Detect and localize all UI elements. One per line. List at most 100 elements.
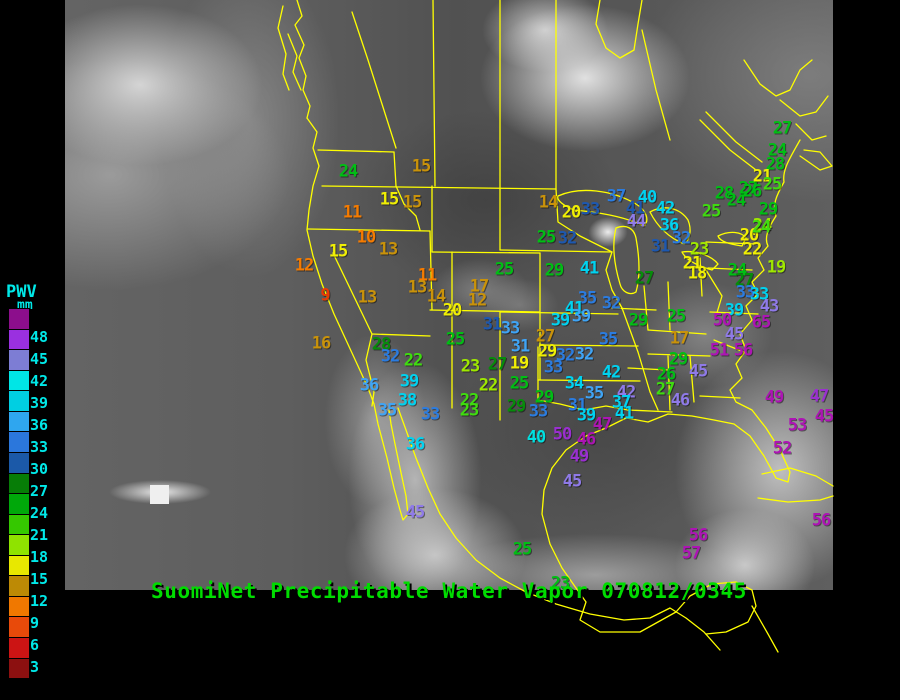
pwv-value: 45 (688, 361, 709, 382)
legend-tick-label: 6 (30, 636, 40, 654)
pwv-value: 24 (767, 140, 788, 161)
pwv-value: 25 (536, 227, 557, 248)
pwv-value: 25 (445, 329, 466, 350)
legend-tick-label: 18 (30, 548, 49, 566)
pwv-value: 14 (538, 192, 559, 213)
legend-color-segment (9, 432, 29, 453)
pwv-value: 50 (552, 424, 573, 445)
pwv-value: 25 (666, 306, 687, 327)
legend-tick-label: 45 (30, 350, 49, 368)
pwv-value: 37 (606, 186, 627, 207)
pwv-value: 33 (420, 404, 441, 425)
pwv-value: 15 (328, 241, 349, 262)
pwv-value: 21 (752, 166, 773, 187)
pwv-value: 24 (726, 190, 747, 211)
pwv-value: 28 (765, 154, 786, 175)
pwv-value: 42 (655, 198, 676, 219)
legend-color-segment (9, 658, 29, 680)
legend-color-segment (9, 452, 29, 474)
legend-color-segment (9, 535, 29, 556)
legend-tick-label: 21 (30, 526, 49, 544)
pwv-value: 29 (544, 260, 565, 281)
pwv-value: 32 (380, 346, 401, 367)
pwv-value: 32 (574, 344, 595, 365)
pwv-value: 25 (509, 373, 530, 394)
pwv-value: 45 (405, 502, 426, 523)
legend-tick-label: 42 (30, 372, 49, 390)
pwv-value: 33 (749, 284, 770, 305)
pwv-value: 13 (378, 239, 399, 260)
legend-color-segment (9, 473, 29, 495)
pwv-value: 35 (577, 288, 598, 309)
pwv-value: 31 (567, 395, 588, 416)
pwv-value: 39 (724, 300, 745, 321)
pwv-value: 46 (670, 390, 691, 411)
pwv-value: 41 (579, 258, 600, 279)
pwv-value: 27 (634, 268, 655, 289)
pwv-value: 12 (294, 255, 315, 276)
pwv-value: 21 (682, 253, 703, 274)
pwv-value: 36 (359, 375, 380, 396)
legend-color-segment (9, 350, 29, 371)
pwv-value: 27 (772, 118, 793, 139)
pwv-value: 43 (759, 296, 780, 317)
legend-tick-label: 48 (30, 328, 49, 346)
legend-tick-label: 9 (30, 614, 40, 632)
pwv-value: 39 (550, 310, 571, 331)
pwv-value: 37 (611, 392, 632, 413)
legend-tick-label: 39 (30, 394, 49, 412)
pwv-value: 33 (543, 357, 564, 378)
legend-tick-label: 12 (30, 592, 49, 610)
pwv-value: 33 (735, 282, 756, 303)
pwv-value: 31 (482, 314, 503, 335)
pwv-value: 50 (712, 310, 733, 331)
pwv-value: 29 (758, 199, 779, 220)
pwv-value: 32 (671, 228, 692, 249)
pwv-value: 22 (459, 390, 480, 411)
pwv-value: 28 (714, 183, 735, 204)
pwv-value: 25 (512, 539, 533, 560)
pwv-value: 11 (342, 202, 363, 223)
pwv-value: 11 (417, 265, 438, 286)
pwv-value: 57 (681, 543, 702, 564)
pwv-value: 26 (742, 181, 763, 202)
legend-color-segment (9, 514, 29, 536)
pwv-value: 56 (733, 340, 754, 361)
pwv-value: 56 (811, 510, 832, 531)
pwv-value: 17 (669, 328, 690, 349)
pwv-value: 23 (460, 356, 481, 377)
pwv-value: 23 (689, 239, 710, 260)
pwv-value: 29 (628, 310, 649, 331)
pwv-value: 28 (371, 334, 392, 355)
legend-tick-label: 33 (30, 438, 49, 456)
satellite-image (65, 0, 833, 590)
pwv-value: 53 (787, 415, 808, 436)
legend-color-segment (9, 370, 29, 392)
pwv-value: 23 (459, 400, 480, 421)
legend-color-segment (9, 576, 29, 597)
pwv-value: 19 (766, 257, 787, 278)
pwv-value: 18 (687, 263, 708, 284)
pwv-value: 29 (506, 396, 527, 417)
pwv-value: 36 (405, 434, 426, 455)
pwv-value: 42 (616, 382, 637, 403)
pwv-value: 29 (668, 349, 689, 370)
pwv-value: 44 (626, 211, 647, 232)
pwv-value: 22 (478, 375, 499, 396)
pwv-value: 49 (764, 387, 785, 408)
pwv-value: 41 (564, 298, 585, 319)
pwv-value: 49 (569, 446, 590, 467)
legend-color-segment (9, 638, 29, 659)
pwv-value: 32 (555, 345, 576, 366)
pwv-value: 24 (727, 260, 748, 281)
pwv-value: 32 (601, 293, 622, 314)
legend-color-segment (9, 555, 29, 577)
pwv-value: 15 (411, 156, 432, 177)
pwv-value: 42 (601, 362, 622, 383)
pwv-value: 27 (655, 379, 676, 400)
pwv-value: 29 (534, 387, 555, 408)
pwv-value: 45 (562, 471, 583, 492)
pwv-value: 40 (637, 187, 658, 208)
legend-tick-label: 3 (30, 658, 40, 676)
